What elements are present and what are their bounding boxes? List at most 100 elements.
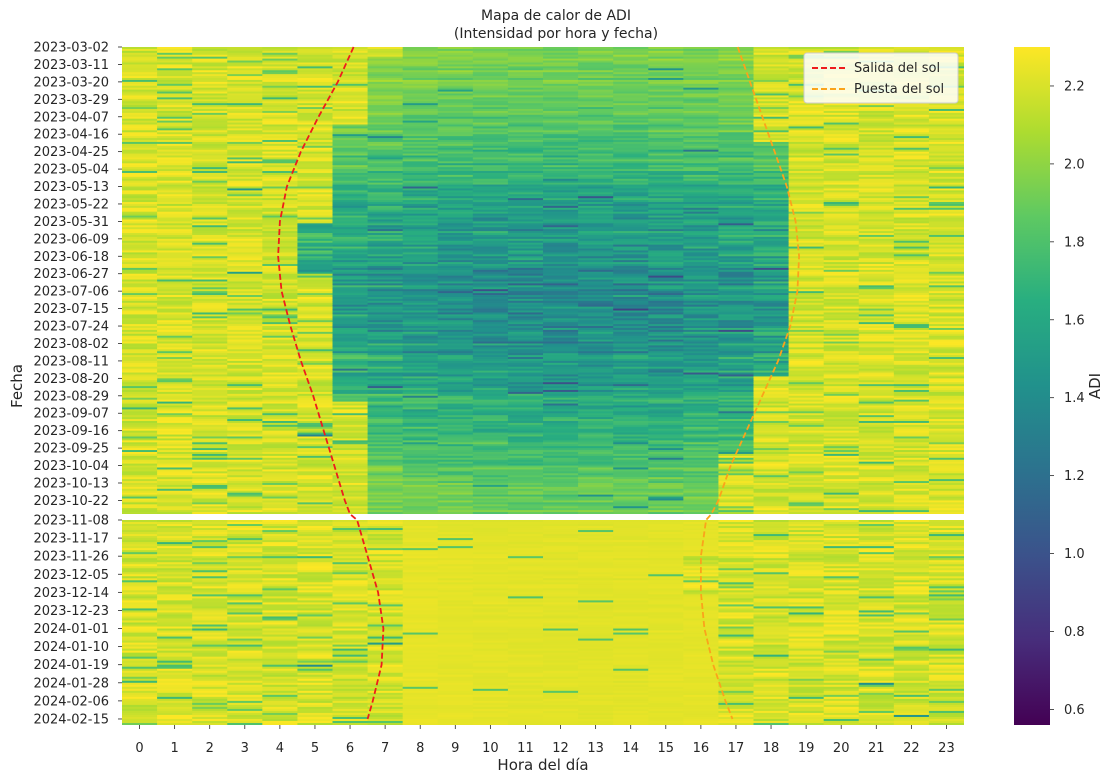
heatmap-cell <box>718 198 754 201</box>
heatmap-cell <box>402 143 439 147</box>
heatmap-cell <box>648 70 684 73</box>
heatmap-cell <box>472 304 509 308</box>
heatmap-cell <box>332 293 368 296</box>
heatmap-cell <box>578 151 614 154</box>
heatmap-cell <box>683 415 719 418</box>
heatmap-cell <box>507 66 544 69</box>
heatmap-cell <box>192 310 228 313</box>
heatmap-cell <box>472 358 509 362</box>
heatmap-cell <box>718 409 754 412</box>
heatmap-cell <box>823 250 860 253</box>
heatmap-cell <box>332 149 368 153</box>
heatmap-cell <box>928 298 964 302</box>
heatmap-cell <box>157 182 193 185</box>
heatmap-cell <box>788 167 825 170</box>
heatmap-cell <box>402 62 439 65</box>
heatmap-cell <box>613 419 649 422</box>
heatmap-cell <box>157 124 193 127</box>
heatmap-cell <box>227 52 263 56</box>
heatmap-cell <box>122 126 158 129</box>
heatmap-cell <box>858 426 895 430</box>
heatmap-cell <box>823 382 860 385</box>
heatmap-cell <box>788 110 825 114</box>
heatmap-cell <box>157 262 193 265</box>
heatmap-cell <box>227 254 263 257</box>
heatmap-cell <box>928 155 964 158</box>
heatmap-cell <box>507 107 544 110</box>
heatmap-cell <box>227 169 263 172</box>
heatmap-cell <box>718 430 754 434</box>
heatmap-cell <box>718 186 754 189</box>
heatmap-cell <box>262 264 298 267</box>
heatmap-cell <box>157 68 193 71</box>
heatmap-cell <box>192 112 228 116</box>
heatmap-cell <box>437 81 474 85</box>
heatmap-cell <box>297 420 333 424</box>
heatmap-cell <box>788 103 825 106</box>
heatmap-cell <box>192 333 228 337</box>
heatmap-cell <box>122 153 158 156</box>
heatmap-cell <box>753 165 789 168</box>
heatmap-cell <box>753 207 789 211</box>
heatmap-cell <box>858 161 895 164</box>
heatmap-cell <box>332 72 368 75</box>
heatmap-cell <box>788 415 825 418</box>
heatmap-cell <box>262 145 298 149</box>
heatmap-cell <box>578 163 614 166</box>
heatmap-cell <box>297 130 333 133</box>
heatmap-cell <box>227 248 263 251</box>
heatmap-cell <box>788 134 825 137</box>
heatmap-cell <box>683 389 719 393</box>
heatmap-cell <box>297 291 333 294</box>
heatmap-cell <box>192 141 228 145</box>
heatmap-cell <box>297 171 333 174</box>
heatmap-cell <box>858 205 895 209</box>
heatmap-cell <box>472 374 509 377</box>
heatmap-cell <box>192 209 228 213</box>
heatmap-cell <box>718 444 754 447</box>
heatmap-cell <box>192 128 228 131</box>
heatmap-cell <box>928 178 964 182</box>
heatmap-cell <box>122 215 158 218</box>
heatmap-cell <box>718 161 754 164</box>
heatmap-cell <box>648 298 684 302</box>
heatmap-cell <box>753 401 789 404</box>
heatmap-cell <box>683 215 719 218</box>
heatmap-cell <box>858 331 895 335</box>
heatmap-cell <box>718 112 754 116</box>
heatmap-cell <box>507 438 544 441</box>
heatmap-cell <box>437 78 474 81</box>
heatmap-cell <box>858 277 895 280</box>
heatmap-cell <box>578 281 614 284</box>
heatmap-cell <box>858 159 895 162</box>
heatmap-cell <box>157 269 193 273</box>
heatmap-cell <box>648 52 684 56</box>
heatmap-cell <box>157 205 193 209</box>
heatmap-cell <box>543 93 579 96</box>
heatmap-cell <box>928 109 964 112</box>
heatmap-cell <box>472 314 509 317</box>
heatmap-cell <box>262 289 298 292</box>
heatmap-cell <box>262 403 298 406</box>
heatmap-cell <box>402 233 439 236</box>
heatmap-cell <box>402 116 439 120</box>
heatmap-cell <box>297 254 333 257</box>
heatmap-cell <box>753 293 789 296</box>
heatmap-cell <box>297 136 333 139</box>
heatmap-cell <box>192 244 228 247</box>
heatmap-cell <box>192 167 228 170</box>
heatmap-cell <box>613 391 649 395</box>
heatmap-cell <box>683 70 719 73</box>
heatmap-cell <box>402 188 439 191</box>
heatmap-cell <box>227 128 263 131</box>
heatmap-cell <box>928 388 964 391</box>
heatmap-cell <box>578 78 614 81</box>
heatmap-cell <box>683 419 719 422</box>
heatmap-cell <box>402 426 439 430</box>
heatmap-cell <box>227 343 263 346</box>
heatmap-cell <box>472 130 509 133</box>
heatmap-cell <box>823 370 860 373</box>
heatmap-cell <box>472 211 509 215</box>
heatmap-cell <box>543 417 579 420</box>
heatmap-cell <box>928 279 964 282</box>
